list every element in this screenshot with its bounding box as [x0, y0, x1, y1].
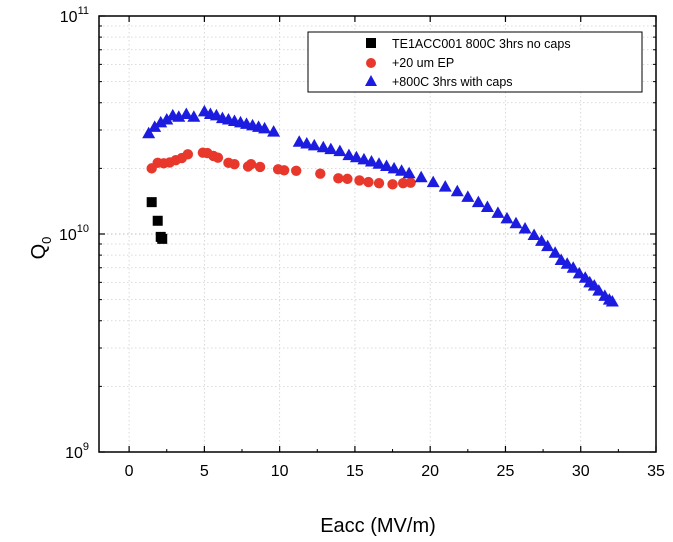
data-point-triangle [548, 246, 562, 258]
data-point-circle [245, 159, 257, 170]
data-point-triangle [450, 184, 464, 197]
data-point-square [146, 197, 157, 208]
data-point-triangle [324, 142, 338, 155]
data-point-triangle [387, 161, 401, 174]
data-point-triangle [491, 206, 505, 218]
x-tick-label: 5 [200, 463, 209, 480]
legend-label-series-3: +800C 3hrs with caps [392, 75, 513, 89]
data-point-triangle [349, 150, 363, 163]
data-point-triangle [527, 228, 541, 240]
y-axis-title: Q0 [28, 237, 54, 260]
data-point-circle [354, 175, 365, 186]
data-point-triangle [509, 216, 523, 229]
data-point-triangle [142, 126, 156, 139]
x-axis-title: Eacc (MV/m) [320, 515, 436, 537]
legend: TE1ACC001 800C 3hrs no caps +20 um EP +8… [307, 31, 643, 93]
y-axis-title-base: Q [28, 244, 50, 260]
data-series [142, 104, 619, 307]
data-point-triangle [554, 253, 568, 265]
data-point-triangle [364, 155, 378, 167]
axis-ticks: 0 5 10 15 20 25 30 35 109 1010 1011 [59, 5, 665, 480]
data-point-triangle [380, 159, 394, 172]
legend-label-series-1: TE1ACC001 800C 3hrs no caps [392, 37, 571, 51]
data-point-circle [278, 165, 290, 176]
x-tick-label: 0 [125, 463, 134, 480]
x-tick-label: 20 [421, 463, 439, 480]
data-point-triangle [267, 125, 281, 137]
legend-marker-circle [366, 58, 376, 68]
data-point-triangle [372, 157, 386, 169]
data-point-triangle [307, 138, 321, 151]
data-point-triangle [292, 135, 306, 147]
data-point-circle [342, 173, 353, 185]
y-tick-label: 109 [65, 441, 89, 462]
data-point-triangle [258, 121, 272, 134]
data-point-triangle [160, 113, 174, 125]
x-tick-label: 35 [647, 463, 665, 480]
data-point-triangle [402, 166, 416, 179]
x-tick-label: 25 [497, 463, 515, 480]
series-2 [146, 147, 416, 190]
x-tick-label: 30 [572, 463, 590, 480]
x-tick-label: 10 [271, 463, 289, 480]
data-point-square [157, 233, 168, 244]
data-point-circle [254, 161, 266, 173]
data-point-triangle [500, 211, 514, 224]
data-point-circle [291, 165, 302, 176]
data-point-triangle [148, 120, 162, 132]
data-point-circle [387, 179, 398, 190]
data-point-triangle [438, 180, 452, 192]
data-point-triangle [592, 284, 606, 296]
data-point-triangle [461, 190, 475, 202]
data-point-square [152, 215, 163, 226]
data-point-triangle [357, 152, 371, 165]
data-point-triangle [566, 261, 580, 273]
data-point-triangle [187, 110, 201, 122]
data-point-triangle [179, 107, 193, 120]
legend-label-series-2: +20 um EP [392, 56, 454, 70]
data-point-triangle [605, 295, 619, 307]
data-point-triangle [342, 148, 356, 161]
x-tick-label: 15 [346, 463, 364, 480]
data-point-circle [212, 152, 224, 163]
data-point-triangle [414, 170, 428, 183]
data-point-triangle [300, 137, 314, 149]
data-point-triangle [535, 234, 549, 246]
data-point-triangle [518, 221, 532, 234]
data-point-circle [363, 176, 374, 188]
legend-box [307, 31, 643, 93]
data-point-circle [405, 177, 416, 188]
data-point-circle [229, 159, 240, 170]
data-point-triangle [560, 257, 574, 269]
data-point-triangle [480, 200, 494, 213]
y-tick-label: 1010 [59, 223, 89, 244]
data-point-triangle [316, 140, 330, 153]
data-point-triangle [572, 266, 586, 279]
series-1 [146, 197, 168, 244]
data-point-circle [397, 178, 409, 189]
legend-marker-square [366, 38, 376, 48]
data-point-circle [182, 149, 194, 160]
y-tick-label: 1011 [60, 5, 89, 26]
data-point-circle [333, 173, 344, 184]
data-point-triangle [541, 239, 555, 252]
series-3 [142, 104, 619, 307]
data-point-triangle [471, 195, 485, 208]
legend-marker-triangle [365, 75, 377, 86]
data-point-triangle [426, 175, 440, 188]
data-point-circle [373, 178, 385, 189]
data-point-triangle [395, 164, 409, 176]
y-axis-title-subscript: 0 [39, 237, 54, 244]
data-point-circle [315, 168, 326, 179]
data-point-triangle [333, 144, 347, 157]
